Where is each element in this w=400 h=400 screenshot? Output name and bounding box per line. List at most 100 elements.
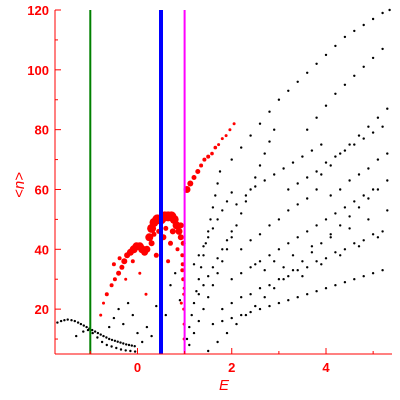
data-point	[277, 248, 281, 251]
data-point	[168, 240, 173, 246]
data-point	[155, 304, 158, 308]
data-point	[76, 321, 80, 324]
data-point	[102, 301, 105, 305]
data-point	[244, 194, 248, 197]
data-point	[191, 175, 197, 180]
data-point	[207, 230, 210, 233]
data-point	[320, 242, 323, 245]
data-point	[353, 74, 356, 78]
data-point	[263, 152, 266, 155]
data-point	[357, 245, 361, 248]
data-point	[258, 287, 262, 290]
data-point	[324, 218, 328, 221]
data-point	[202, 284, 205, 287]
data-point	[353, 242, 356, 245]
data-point	[258, 307, 262, 311]
data-point	[306, 266, 309, 269]
data-point	[225, 248, 229, 251]
data-point	[362, 275, 365, 278]
data-point	[91, 331, 94, 335]
data-point	[343, 206, 347, 209]
data-point	[195, 169, 201, 174]
data-point	[353, 200, 356, 203]
data-point	[315, 116, 318, 119]
data-point	[324, 161, 328, 164]
x-tick-label: 2	[228, 360, 235, 375]
data-point	[273, 128, 276, 131]
data-point	[367, 197, 370, 200]
data-point	[220, 137, 224, 141]
data-point	[73, 319, 77, 323]
data-point	[339, 254, 342, 257]
data-point	[315, 62, 318, 65]
data-point	[122, 342, 125, 345]
data-point	[386, 107, 389, 110]
y-tick-label: 80	[35, 123, 49, 138]
data-point	[225, 239, 229, 242]
data-point	[268, 254, 271, 257]
y-axis-title: <n>	[11, 172, 28, 198]
data-point	[225, 200, 229, 203]
data-point	[277, 98, 281, 101]
data-point	[202, 157, 207, 162]
data-point	[315, 260, 318, 263]
data-point	[353, 143, 356, 146]
data-point	[145, 325, 149, 329]
data-point	[221, 248, 224, 251]
data-point	[386, 152, 389, 155]
data-point	[367, 125, 370, 128]
data-point	[148, 240, 155, 247]
data-point	[258, 122, 262, 125]
data-point	[211, 206, 215, 209]
data-point	[315, 170, 318, 173]
data-point	[102, 334, 105, 338]
data-point	[99, 333, 102, 336]
data-point	[150, 334, 153, 338]
data-point	[334, 155, 337, 158]
data-point	[66, 318, 69, 321]
data-point	[112, 316, 116, 320]
data-point	[301, 260, 304, 263]
data-point	[207, 236, 210, 239]
data-point	[221, 307, 224, 311]
data-point	[96, 336, 99, 339]
data-point	[268, 304, 271, 308]
data-point	[273, 287, 276, 290]
data-point	[56, 321, 59, 324]
data-point	[320, 263, 323, 266]
data-point	[151, 231, 157, 237]
data-point	[216, 218, 219, 221]
data-point	[277, 218, 281, 221]
data-point	[133, 350, 137, 353]
data-point	[263, 296, 266, 299]
data-point	[117, 307, 120, 311]
data-point	[86, 328, 90, 332]
data-point	[79, 322, 83, 326]
data-point	[296, 269, 299, 272]
data-point	[320, 143, 323, 146]
reference-lines	[89, 10, 186, 354]
data-point	[119, 348, 123, 351]
data-point	[291, 254, 295, 257]
data-point	[122, 322, 125, 326]
data-point	[348, 143, 351, 146]
data-point	[291, 161, 295, 164]
data-point	[166, 259, 171, 264]
data-point	[230, 191, 233, 194]
data-point	[202, 254, 205, 257]
data-point	[348, 179, 351, 182]
data-point	[296, 182, 299, 185]
data-point	[343, 35, 347, 39]
data-point	[268, 110, 271, 113]
data-point	[235, 224, 238, 227]
data-point	[343, 281, 347, 284]
data-point	[306, 71, 309, 75]
data-point	[240, 212, 243, 215]
data-point	[116, 340, 119, 343]
data-point	[143, 245, 151, 253]
data-point	[301, 275, 304, 278]
data-point	[348, 215, 351, 218]
data-point	[197, 293, 200, 296]
y-tick-label: 40	[35, 242, 49, 257]
data-point	[199, 266, 203, 269]
